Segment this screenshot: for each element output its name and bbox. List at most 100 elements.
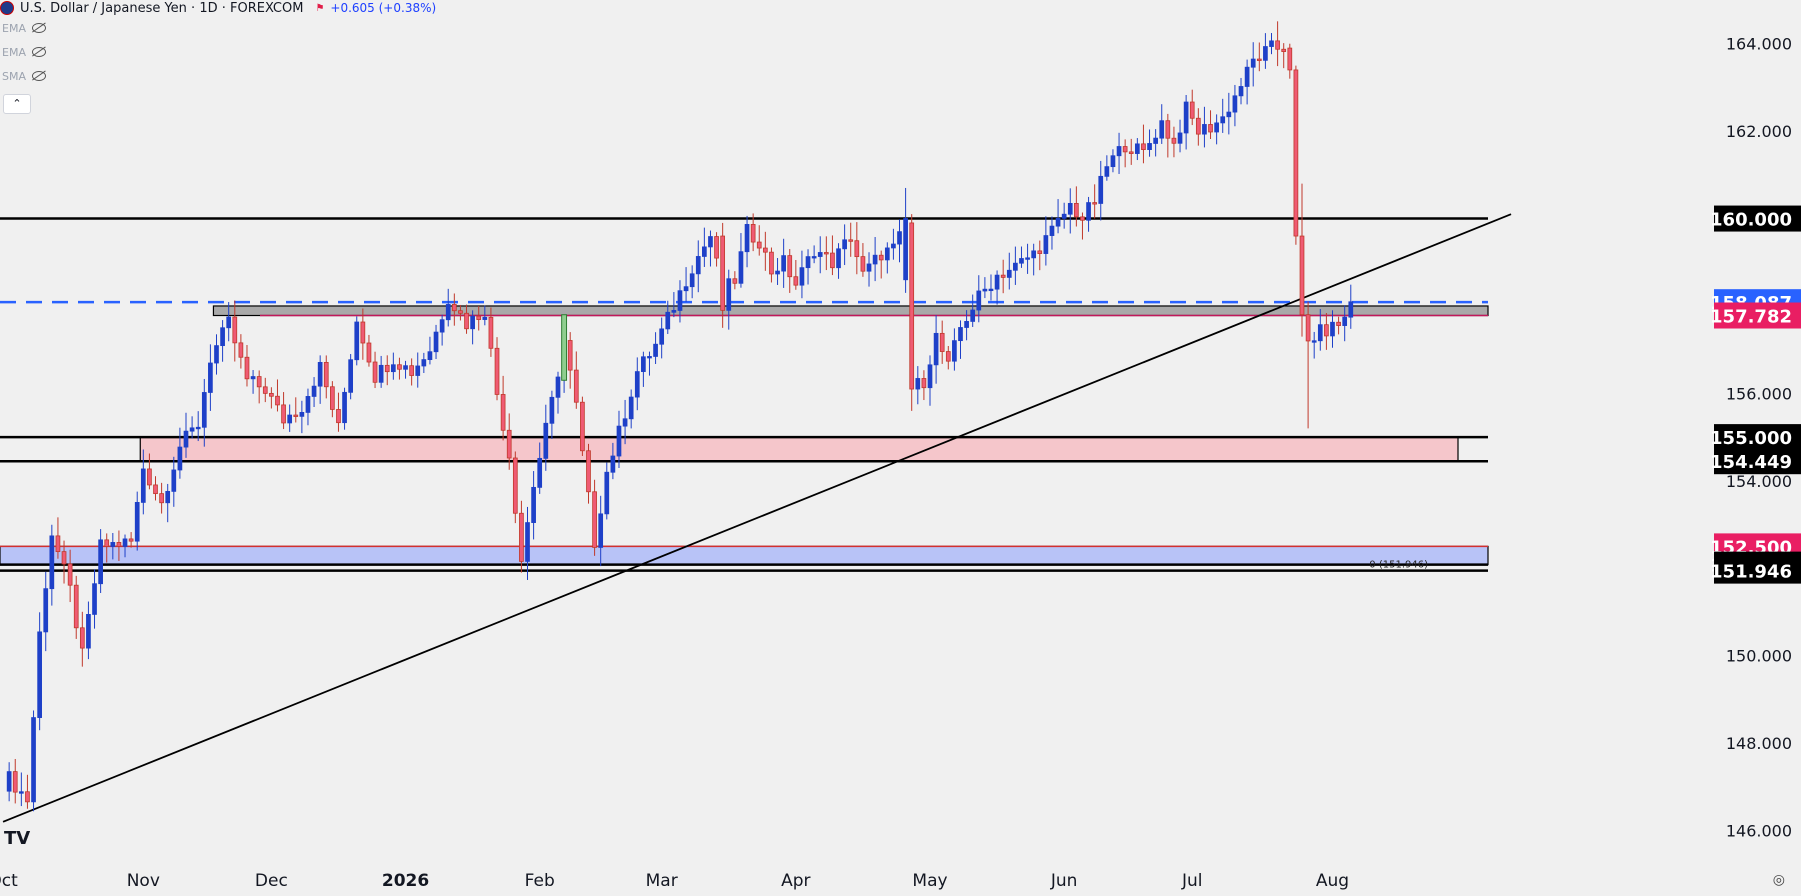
candle-down [79, 627, 85, 649]
y-tick-label: 156.000 [1726, 384, 1792, 403]
candle-up [1043, 235, 1049, 254]
candle-down [1208, 124, 1213, 133]
candle-down [945, 351, 951, 362]
candle-down [1287, 47, 1293, 71]
candle-down [1074, 203, 1079, 218]
candle-down [372, 361, 378, 383]
candle-down [756, 241, 762, 249]
candle-up [427, 351, 433, 361]
zone-grey [212, 305, 1489, 317]
candle-up [775, 270, 780, 275]
candle-up [531, 486, 536, 523]
y-tick-label: 150.000 [1726, 647, 1792, 666]
candle-up [805, 256, 811, 269]
x-tick-label: 2026 [382, 871, 429, 891]
level-price-label-box [1714, 448, 1801, 475]
candle-down [147, 468, 152, 486]
candle-down [848, 239, 854, 242]
candle-up [1061, 213, 1067, 219]
candle-up [1238, 86, 1244, 97]
indicator-row-ema-2[interactable]: EMA [0, 40, 436, 64]
candle-down [153, 484, 158, 495]
candle-up [305, 396, 311, 413]
candle-down [366, 342, 372, 363]
candle-up [952, 340, 957, 362]
candle-up [781, 255, 786, 272]
candle-down [1128, 151, 1134, 154]
x-tick-label: Oct [0, 871, 18, 891]
candle-up [378, 364, 384, 383]
candle-up [659, 328, 665, 345]
candle-down [1275, 40, 1280, 50]
candle-up [604, 471, 610, 515]
eye-hidden-icon[interactable] [31, 47, 46, 57]
candle-down [12, 771, 18, 793]
candle-up [702, 246, 707, 257]
candle-down [384, 364, 390, 373]
candle-down [360, 321, 366, 344]
candle-up [110, 542, 116, 547]
candle-down [1195, 117, 1201, 135]
candle-down [1141, 143, 1146, 150]
candle-up [208, 362, 213, 393]
candle-up [982, 288, 988, 292]
candle-down [512, 457, 518, 514]
candle-down [256, 376, 262, 388]
candle-down [878, 254, 884, 261]
candle-down [830, 252, 835, 269]
candle-up [1153, 137, 1158, 144]
level-price-label-box [1714, 557, 1801, 584]
candle-up [92, 583, 97, 615]
candle-down [128, 538, 134, 542]
candle-up [226, 316, 232, 329]
candle-up [342, 391, 347, 424]
candle-up [122, 538, 128, 547]
symbol-row[interactable]: U.S. Dollar / Japanese Yen · 1D · FOREXC… [0, 0, 436, 16]
candle-up [1006, 269, 1012, 278]
candle-up [543, 422, 549, 459]
symbol-title[interactable]: U.S. Dollar / Japanese Yen · 1D · FOREXC… [20, 0, 304, 16]
candle-up [6, 771, 12, 792]
x-tick-label: Jun [1050, 871, 1078, 891]
candle-up [988, 288, 994, 292]
candle-up [891, 243, 896, 249]
candle-up [976, 290, 982, 311]
candle-down [73, 584, 79, 629]
eye-hidden-icon[interactable] [31, 23, 46, 33]
eye-hidden-icon[interactable] [32, 71, 46, 81]
chart-legend: U.S. Dollar / Japanese Yen · 1D · FOREXC… [0, 0, 436, 88]
collapse-legend-button[interactable]: ⌃ [3, 94, 31, 114]
indicator-row-sma[interactable]: SMA [0, 64, 436, 88]
candle-up [653, 343, 658, 357]
candle-down [732, 278, 738, 284]
settings-icon[interactable]: ◎ [1772, 872, 1785, 888]
candle-up [49, 535, 55, 590]
indicator-row-ema-1[interactable]: EMA [0, 16, 436, 40]
candle-up [140, 468, 146, 503]
y-tick-label: 164.000 [1726, 35, 1792, 54]
candle-up [1025, 257, 1030, 260]
candle-up [37, 631, 42, 718]
candle-up [1232, 95, 1238, 113]
candle-down [336, 409, 341, 424]
candle-down [1189, 101, 1195, 119]
candle-up [677, 290, 683, 311]
candle-down [55, 535, 61, 553]
candle-up [695, 256, 701, 275]
x-tick-label: Nov [127, 871, 160, 891]
candle-up [970, 309, 976, 322]
candle-down [238, 342, 244, 358]
candle-down [269, 392, 274, 397]
y-tick-label: 146.000 [1726, 822, 1792, 841]
candle-up [964, 321, 969, 328]
candle-up [470, 315, 475, 330]
candle-down [1080, 216, 1085, 221]
candle-up [1244, 66, 1250, 87]
candle-down [1293, 69, 1299, 237]
candle-up [415, 365, 421, 376]
tradingview-logo[interactable]: TV [4, 828, 31, 849]
reference-price-label-box [1714, 302, 1801, 329]
candle-up [317, 362, 323, 387]
level-price-label: 160.000 [1710, 210, 1792, 231]
